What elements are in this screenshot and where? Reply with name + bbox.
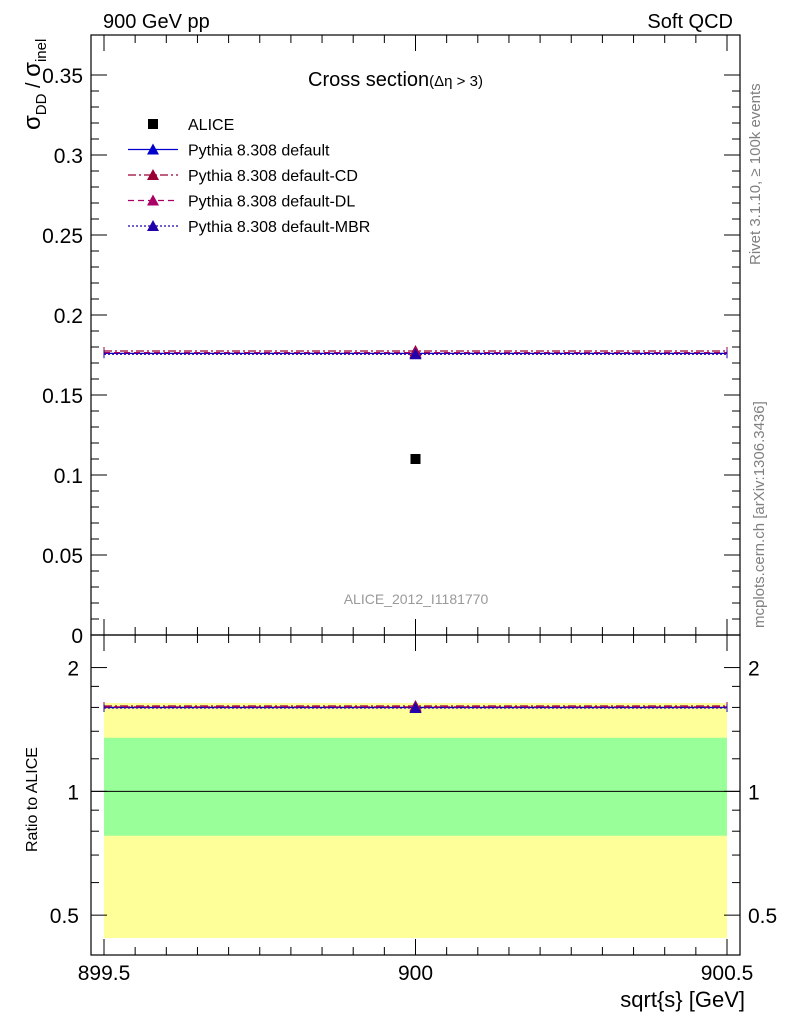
legend-entry: ALICE xyxy=(148,117,234,134)
legend-label: ALICE xyxy=(188,117,234,134)
ratio-marker xyxy=(409,701,422,713)
main-y-tick-label: 0.05 xyxy=(42,545,83,568)
rivet-label: Rivet 3.1.10, ≥ 100k events xyxy=(747,83,764,265)
ratio-axis-ticks: 0.5 0.5 1 1 2 2 899.5 900 900.5 xyxy=(50,635,777,985)
main-y-tick-label: 0.2 xyxy=(54,305,83,328)
legend-marker xyxy=(147,194,159,206)
legend-label: Pythia 8.308 default-CD xyxy=(188,168,358,185)
main-y-axis-label: σDD / σinel xyxy=(19,39,50,130)
main-series xyxy=(103,345,728,464)
ratio-y-tick-label-left: 2 xyxy=(67,658,79,681)
ratio-panel: 0.5 0.5 1 1 2 2 899.5 900 900.5 Ratio to ALICE s… xyxy=(24,634,777,1012)
ratio-y-tick-label-left: 1 xyxy=(67,781,79,804)
legend-marker xyxy=(147,220,159,231)
data-point-alice xyxy=(410,454,421,464)
legend-label: Pythia 8.308 default-MBR xyxy=(188,219,370,236)
main-y-tick-label: 0.1 xyxy=(54,465,83,488)
header-right-label: Soft QCD xyxy=(647,11,733,33)
ylabel-sigma-dd: σ xyxy=(19,115,46,130)
ylabel-sub-dd: DD xyxy=(33,93,50,115)
legend: ALICE Pythia 8.308 default Pythia 8.308 de… xyxy=(128,117,370,236)
legend-label: Pythia 8.308 default xyxy=(188,143,330,160)
ratio-y-tick-label-left: 0.5 xyxy=(50,905,79,928)
ratio-y-tick-label-right: 2 xyxy=(748,658,760,681)
ratio-frame xyxy=(90,634,741,956)
ratio-y-axis-label: Ratio to ALICE xyxy=(24,747,41,852)
main-title-text: Cross section xyxy=(308,69,429,91)
legend-marker xyxy=(148,119,158,129)
ratio-band-inner xyxy=(104,737,727,836)
main-axis-ticks: 0 0.05 0.1 0.15 0.2 0.25 0.3 0.35 xyxy=(42,35,740,648)
ratio-y-tick-label-right: 0.5 xyxy=(748,905,777,928)
series-marker xyxy=(409,348,422,360)
main-y-tick-label: 0.15 xyxy=(42,385,83,408)
main-y-tick-label: 0.25 xyxy=(42,225,83,248)
x-axis-label: sqrt{s} [GeV] xyxy=(620,987,745,1012)
main-y-tick-label: 0.35 xyxy=(42,65,83,88)
legend-entry: Pythia 8.308 default-DL xyxy=(128,194,355,211)
main-title: Cross section(Δη > 3) xyxy=(308,69,483,91)
main-panel: 0 0.05 0.1 0.15 0.2 0.25 0.3 0.35 Cross section… xyxy=(19,34,741,648)
ylabel-separator: / xyxy=(23,77,45,94)
legend-entry: Pythia 8.308 default-MBR xyxy=(128,219,370,236)
main-y-tick-label: 0.3 xyxy=(54,145,83,168)
ylabel-sigma-inel: σ xyxy=(19,62,46,77)
header-left-label: 900 GeV pp xyxy=(103,11,210,33)
x-tick-label: 899.5 xyxy=(78,962,131,985)
ratio-line-pythia-8-308-default-mbr xyxy=(103,701,728,713)
ylabel-sub-inel: inel xyxy=(33,39,50,62)
legend-entry: Pythia 8.308 default xyxy=(128,143,330,160)
ratio-y-tick-label-right: 1 xyxy=(748,781,760,804)
x-tick-label: 900.5 xyxy=(701,962,754,985)
analysis-label: ALICE_2012_I1181770 xyxy=(344,591,489,607)
x-tick-label: 900 xyxy=(398,962,433,985)
legend-entry: Pythia 8.308 default-CD xyxy=(128,168,358,185)
series-line-pythia-8-308-default-mbr xyxy=(103,348,728,360)
main-title-condition: (Δη > 3) xyxy=(429,73,483,90)
main-y-tick-label: 0 xyxy=(71,625,83,648)
legend-marker xyxy=(147,143,159,155)
ratio-series xyxy=(103,699,728,713)
ratio-bands xyxy=(91,703,740,938)
source-label: mcplots.cern.ch [arXiv:1306.3436] xyxy=(751,401,768,628)
legend-marker xyxy=(147,169,159,180)
legend-label: Pythia 8.308 default-DL xyxy=(188,194,355,211)
